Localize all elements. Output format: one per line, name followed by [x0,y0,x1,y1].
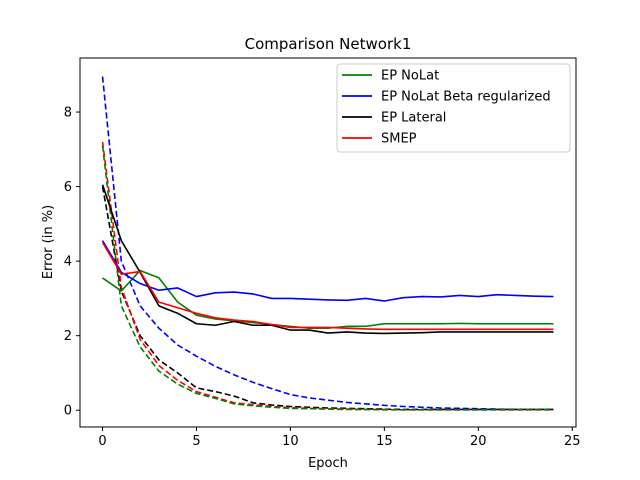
y-axis-title: Error (in %) [41,205,56,279]
x-tick-label: 0 [98,434,106,449]
x-tick-label: 10 [282,434,299,449]
series-line-7 [101,145,554,411]
y-tick-label: 4 [64,255,72,270]
series-line-3 [101,242,554,331]
y-tick-label: 2 [64,329,72,344]
y-tick-label: 0 [64,404,72,419]
y-tick-label: 6 [64,180,72,195]
x-tick-label: 20 [470,434,487,449]
legend-label-3: SMEP [381,132,417,147]
y-axis: 0 2 4 6 8 [64,106,80,419]
series-line-4 [101,76,554,411]
y-tick-label: 8 [64,106,72,121]
x-tick-label: 25 [564,434,581,449]
series-line-6 [101,141,554,411]
x-axis-title: Epoch [308,456,348,471]
series-line-2 [101,184,554,335]
legend: EP NoLat EP NoLat Beta regularized EP Late… [336,63,571,153]
plot-lines [101,76,554,411]
series-line-1 [101,240,554,302]
x-tick-label: 5 [192,434,200,449]
plot-frame [79,57,577,428]
chart-title: Comparison Network1 [245,35,412,53]
x-tick-label: 15 [376,434,393,449]
x-axis: 0 5 10 15 20 25 [98,427,581,449]
legend-label-0: EP NoLat [381,69,439,84]
legend-label-1: EP NoLat Beta regularized [381,90,551,105]
legend-box [336,63,571,153]
legend-label-2: EP Lateral [381,111,446,126]
